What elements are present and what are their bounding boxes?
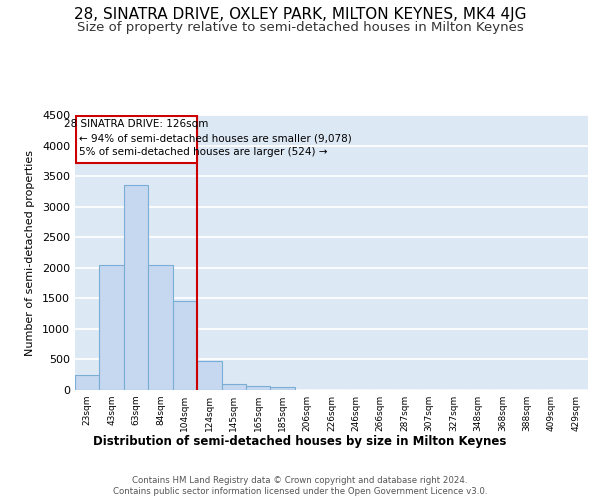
Bar	[75, 374, 100, 390]
Text: ← 94% of semi-detached houses are smaller (9,078): ← 94% of semi-detached houses are smalle…	[79, 134, 352, 143]
Text: Size of property relative to semi-detached houses in Milton Keynes: Size of property relative to semi-detach…	[77, 21, 523, 34]
Bar	[76, 116, 197, 162]
Text: Contains HM Land Registry data © Crown copyright and database right 2024.: Contains HM Land Registry data © Crown c…	[132, 476, 468, 485]
Text: Contains public sector information licensed under the Open Government Licence v3: Contains public sector information licen…	[113, 488, 487, 496]
Text: 28 SINATRA DRIVE: 126sqm: 28 SINATRA DRIVE: 126sqm	[64, 120, 209, 130]
Text: Distribution of semi-detached houses by size in Milton Keynes: Distribution of semi-detached houses by …	[94, 435, 506, 448]
Bar	[246, 386, 271, 390]
Bar	[173, 302, 197, 390]
Bar	[271, 387, 295, 390]
Y-axis label: Number of semi-detached properties: Number of semi-detached properties	[25, 150, 35, 356]
Bar	[221, 384, 246, 390]
Text: 5% of semi-detached houses are larger (524) →: 5% of semi-detached houses are larger (5…	[79, 148, 327, 158]
Text: 28, SINATRA DRIVE, OXLEY PARK, MILTON KEYNES, MK4 4JG: 28, SINATRA DRIVE, OXLEY PARK, MILTON KE…	[74, 8, 526, 22]
Bar	[100, 264, 124, 390]
Bar	[148, 264, 173, 390]
Bar	[197, 361, 221, 390]
Bar	[124, 186, 148, 390]
